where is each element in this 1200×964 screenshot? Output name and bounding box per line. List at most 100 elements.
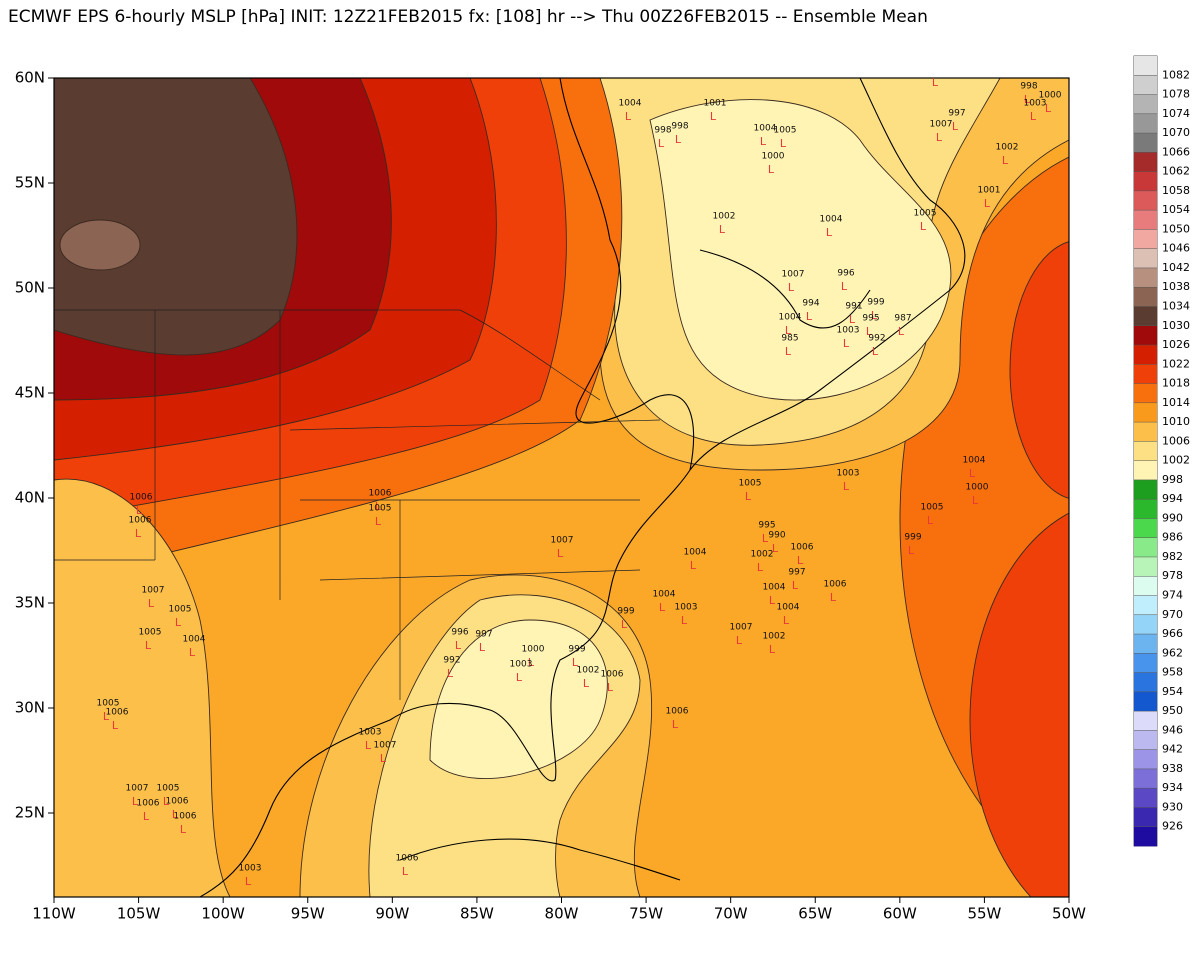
low-marker: L — [607, 681, 614, 694]
low-marker: L — [908, 544, 915, 557]
low-marker: L — [583, 677, 590, 690]
colorbar-label: 938 — [1162, 762, 1183, 775]
low-value: 1005 — [921, 503, 944, 513]
low-value: 998 — [654, 126, 671, 136]
low-marker: L — [745, 490, 752, 503]
colorbar-label: 990 — [1162, 511, 1183, 524]
low-marker: L — [528, 656, 535, 669]
low-marker: L — [245, 875, 252, 888]
lon-label: 75W — [629, 905, 663, 923]
low-marker: L — [621, 618, 628, 631]
colorbar-label: 1042 — [1162, 261, 1190, 274]
colorbar-segment — [1134, 306, 1157, 327]
low-marker: L — [972, 494, 979, 507]
low-value: 998 — [671, 122, 688, 132]
colorbar-segment — [1134, 499, 1157, 519]
low-value: 1004 — [779, 313, 802, 323]
colorbar-segment — [1134, 402, 1157, 423]
colorbar-label: 954 — [1162, 685, 1183, 698]
low-value: 1006 — [601, 670, 624, 680]
low-markers: 1004L1001L998L998L1005L1004L1000L1002L10… — [97, 78, 1062, 888]
low-marker: L — [710, 110, 717, 123]
low-marker: L — [659, 601, 666, 614]
colorbar-segment — [1134, 653, 1157, 673]
lon-label: 50W — [1052, 905, 1086, 923]
low-marker: L — [690, 559, 697, 572]
colorbar-segment — [1134, 441, 1157, 461]
low-marker: L — [172, 808, 179, 821]
colorbar-label: 986 — [1162, 531, 1183, 544]
colorbar-label: 1074 — [1162, 107, 1190, 120]
colorbar-label: 1010 — [1162, 415, 1190, 428]
low-value: 985 — [781, 334, 798, 344]
colorbar-segment — [1134, 614, 1157, 635]
low-value: 1007 — [930, 120, 953, 130]
low-marker: L — [843, 480, 850, 493]
low-marker: L — [783, 614, 790, 627]
contour — [429, 619, 608, 779]
low-value: 995 — [758, 521, 775, 531]
coastline — [699, 249, 871, 329]
map — [54, 78, 1069, 897]
lon-label: 85W — [460, 905, 494, 923]
colorbar-label: 1070 — [1162, 126, 1190, 139]
low-value: 1007 — [782, 270, 805, 280]
low-marker: L — [898, 325, 905, 338]
low-value: 997 — [475, 630, 492, 640]
colorbar-label: 934 — [1162, 781, 1183, 794]
colorbar-segment — [1134, 267, 1157, 288]
low-marker: L — [163, 795, 170, 808]
political-border — [54, 309, 661, 700]
low-value: 1003 — [837, 469, 860, 479]
low-marker: L — [760, 135, 767, 148]
lon-label: 90W — [375, 905, 409, 923]
low-marker: L — [830, 591, 837, 604]
low-value: 1006 — [666, 707, 689, 717]
lon-label: 60W — [883, 905, 917, 923]
low-value: 1000 — [522, 645, 545, 655]
low-marker: L — [148, 597, 155, 610]
low-value: 992 — [443, 656, 460, 666]
low-value: 1006 — [369, 489, 392, 499]
low-marker: L — [189, 646, 196, 659]
colorbar-segment — [1134, 94, 1157, 115]
low-value: 1002 — [996, 143, 1019, 153]
coastline — [199, 78, 695, 897]
low-marker: L — [920, 220, 927, 233]
low-value: 1002 — [577, 666, 600, 676]
lat-label: 45N — [15, 384, 45, 402]
title: ECMWF EPS 6-hourly MSLP [hPa] INIT: 12Z2… — [8, 7, 928, 27]
colorbar-label: 1030 — [1162, 319, 1190, 332]
low-marker: L — [112, 719, 119, 732]
colorbar-segment — [1134, 807, 1157, 828]
colorbar-segment — [1134, 133, 1157, 153]
colorbar-label: 994 — [1162, 492, 1183, 505]
low-marker: L — [719, 223, 726, 236]
low-value: 1005 — [97, 699, 120, 709]
low-marker: L — [479, 641, 486, 654]
low-marker: L — [135, 527, 142, 540]
low-marker: L — [1030, 110, 1037, 123]
low-value: 1002 — [713, 212, 736, 222]
colorbar-segment — [1134, 672, 1157, 693]
coastline — [689, 78, 966, 471]
low-value: 1005 — [369, 504, 392, 514]
contour — [1009, 241, 1069, 499]
colorbar-segment — [1134, 479, 1157, 500]
colorbar-segment — [1134, 113, 1157, 134]
low-marker: L — [516, 671, 523, 684]
low-marker: L — [675, 133, 682, 146]
lon-label: 100W — [201, 905, 245, 923]
low-value: 1004 — [763, 583, 786, 593]
low-value: 1007 — [142, 586, 165, 596]
low-marker: L — [849, 313, 856, 326]
colorbar-segment — [1134, 576, 1157, 596]
colorbar-label: 1014 — [1162, 396, 1190, 409]
low-marker: L — [736, 634, 743, 647]
contour — [649, 99, 952, 401]
contour — [59, 219, 141, 271]
low-value: 1003 — [510, 660, 533, 670]
colorbar-segment — [1134, 749, 1157, 770]
low-marker: L — [797, 554, 804, 567]
low-marker: L — [769, 594, 776, 607]
